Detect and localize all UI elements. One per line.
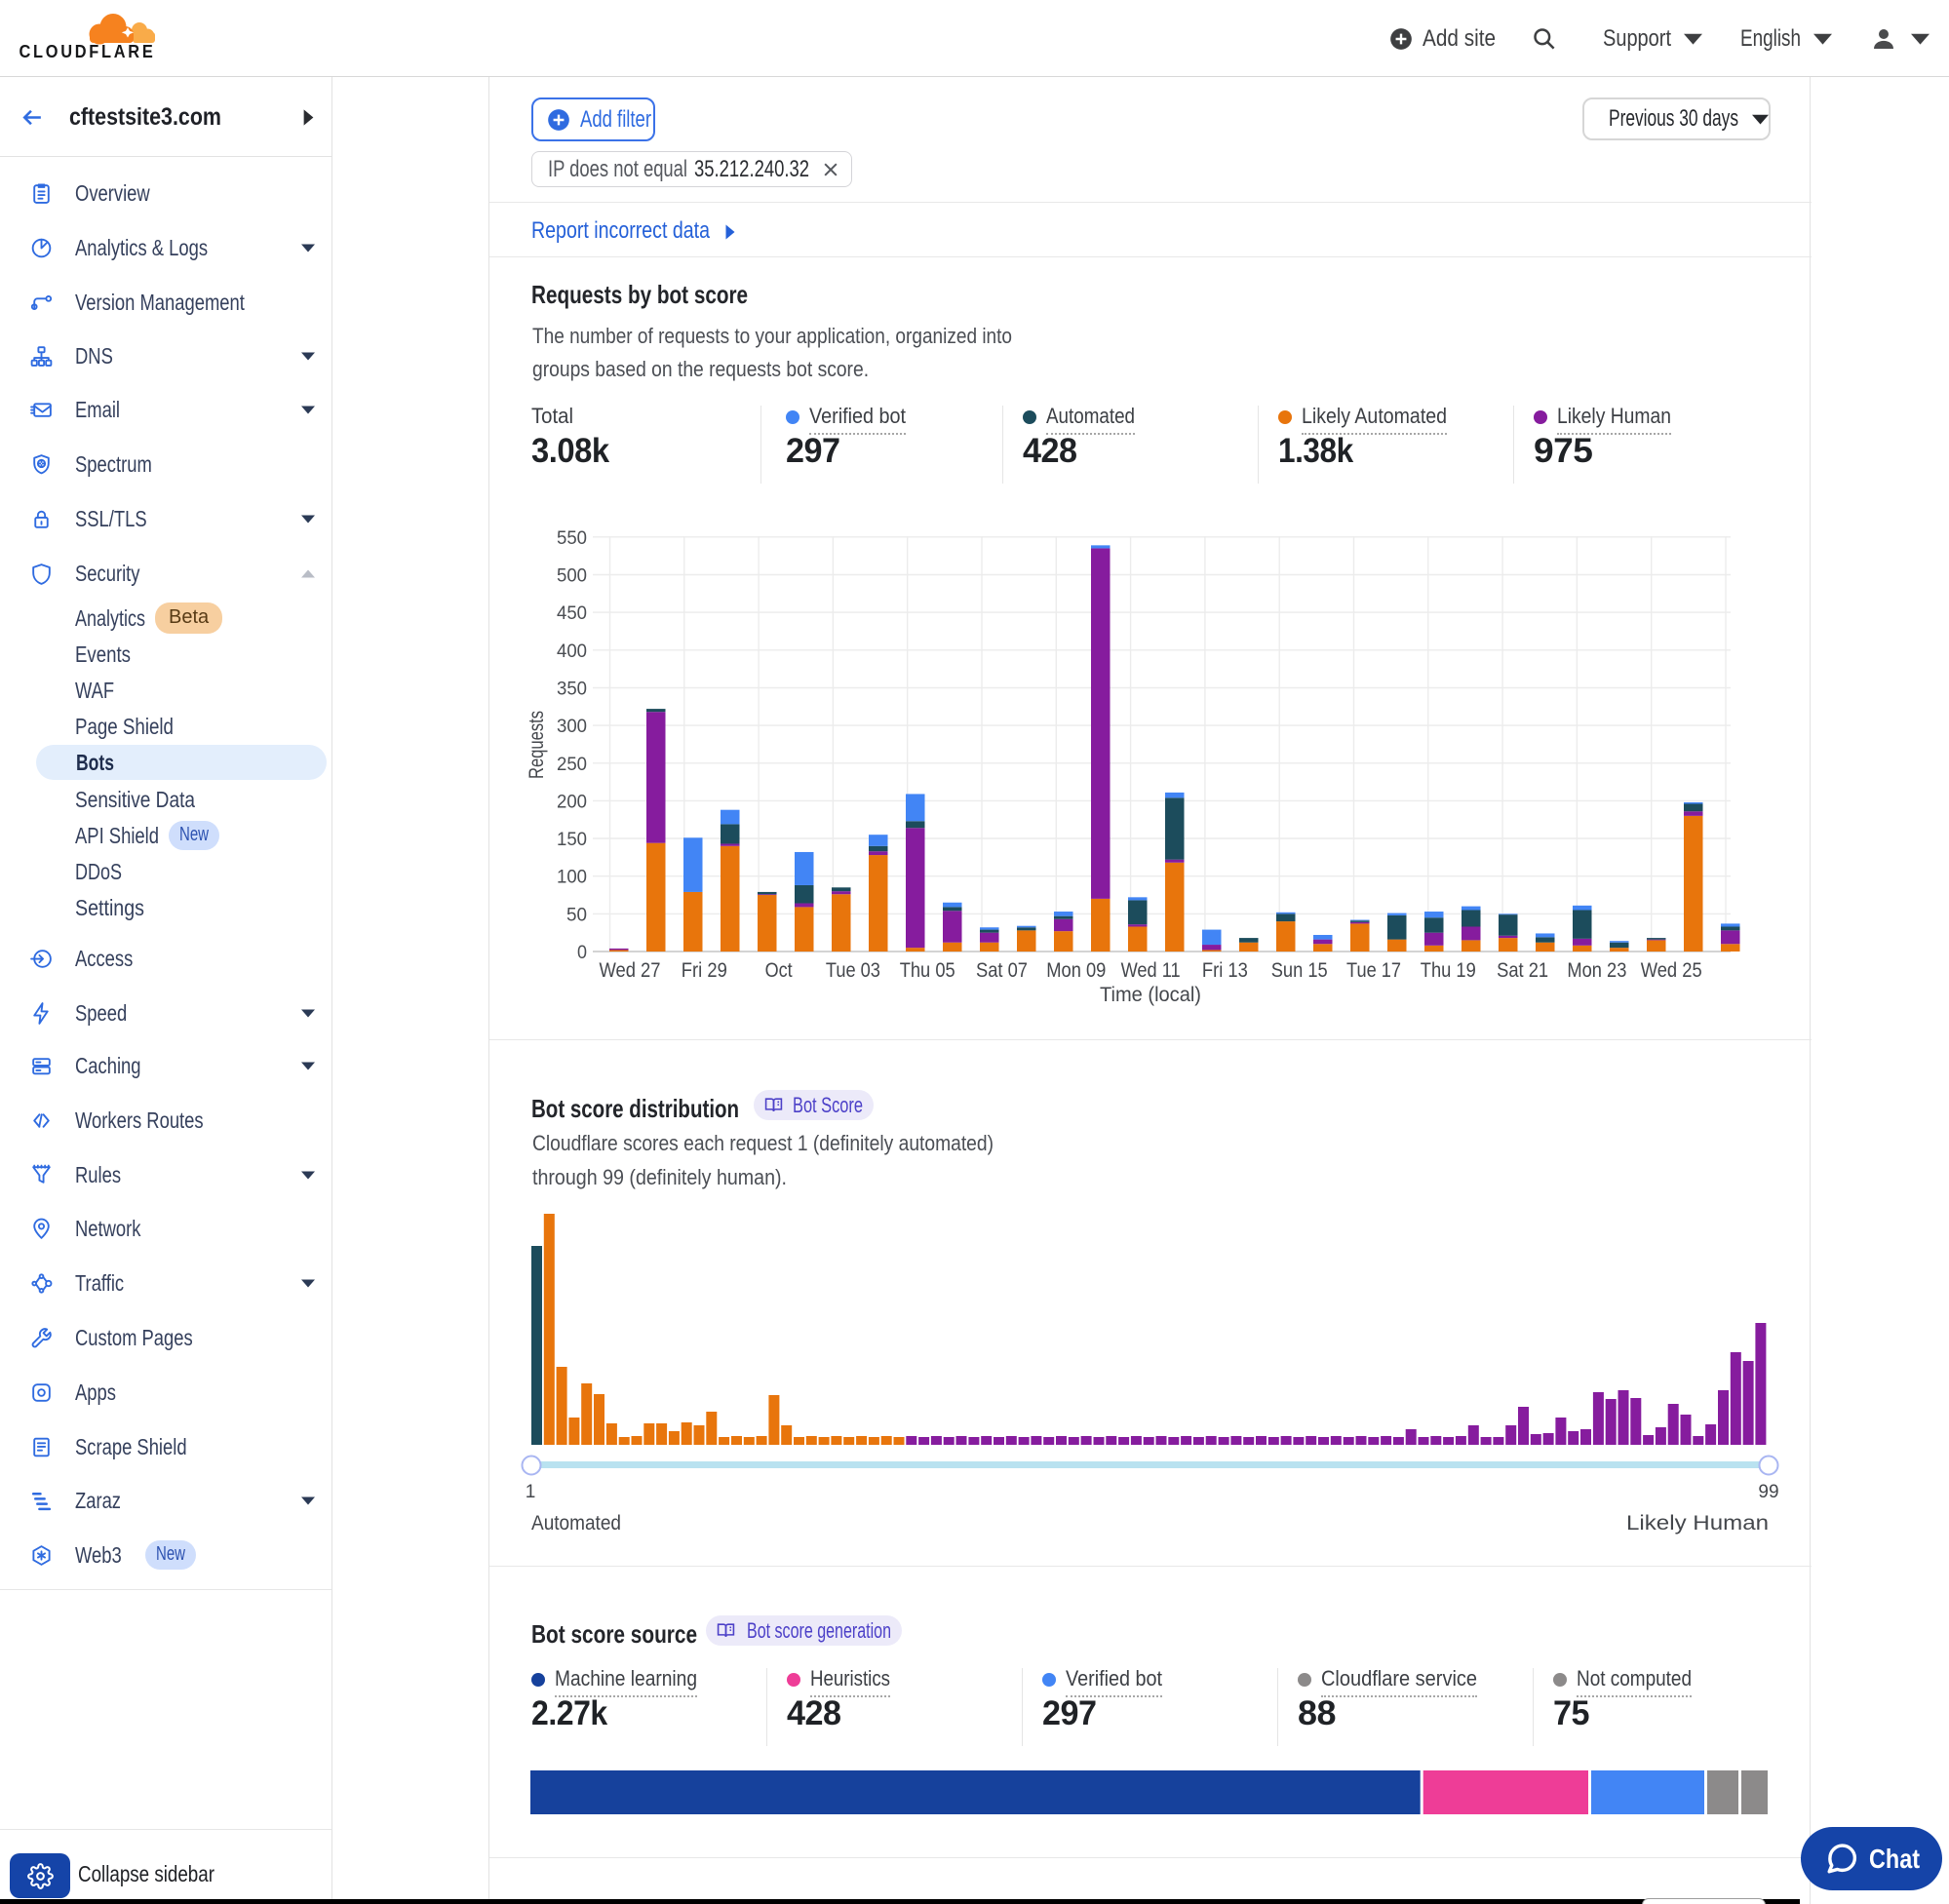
svg-text:Tue 17: Tue 17 bbox=[1346, 958, 1401, 982]
svg-text:CLOUDFLARE: CLOUDFLARE bbox=[19, 42, 156, 61]
svg-text:150: 150 bbox=[557, 830, 587, 850]
svg-text:Automated: Automated bbox=[531, 1511, 621, 1535]
svg-text:Wed 27: Wed 27 bbox=[600, 958, 661, 982]
svg-text:Fri 13: Fri 13 bbox=[1202, 958, 1248, 982]
svg-text:50: 50 bbox=[566, 905, 587, 925]
svg-text:Tue 03: Tue 03 bbox=[826, 958, 880, 982]
svg-text:1: 1 bbox=[526, 1482, 536, 1502]
svg-text:500: 500 bbox=[557, 566, 587, 587]
svg-text:99: 99 bbox=[1758, 1482, 1778, 1502]
svg-text:400: 400 bbox=[557, 641, 587, 662]
svg-text:350: 350 bbox=[557, 680, 587, 700]
svg-text:Mon 09: Mon 09 bbox=[1046, 958, 1106, 982]
svg-text:Time (local): Time (local) bbox=[1100, 983, 1201, 1006]
svg-text:Thu 05: Thu 05 bbox=[900, 958, 955, 982]
svg-text:250: 250 bbox=[557, 755, 587, 775]
svg-text:Oct: Oct bbox=[765, 958, 793, 982]
svg-text:Wed 25: Wed 25 bbox=[1641, 958, 1702, 982]
svg-text:Wed 11: Wed 11 bbox=[1121, 958, 1181, 982]
svg-text:Thu 19: Thu 19 bbox=[1421, 958, 1476, 982]
svg-text:550: 550 bbox=[557, 528, 587, 549]
svg-text:Requests: Requests bbox=[526, 711, 548, 779]
svg-text:Mon 23: Mon 23 bbox=[1567, 958, 1626, 982]
svg-text:Fri 29: Fri 29 bbox=[682, 958, 727, 982]
svg-text:Sat 07: Sat 07 bbox=[976, 958, 1028, 982]
svg-text:100: 100 bbox=[557, 868, 587, 888]
svg-text:Likely Human: Likely Human bbox=[1626, 1511, 1769, 1535]
svg-text:300: 300 bbox=[557, 717, 587, 737]
svg-text:450: 450 bbox=[557, 603, 587, 624]
svg-text:0: 0 bbox=[577, 943, 587, 963]
svg-text:200: 200 bbox=[557, 792, 587, 812]
svg-text:Sat 21: Sat 21 bbox=[1497, 958, 1548, 982]
svg-text:Sun 15: Sun 15 bbox=[1271, 958, 1328, 982]
